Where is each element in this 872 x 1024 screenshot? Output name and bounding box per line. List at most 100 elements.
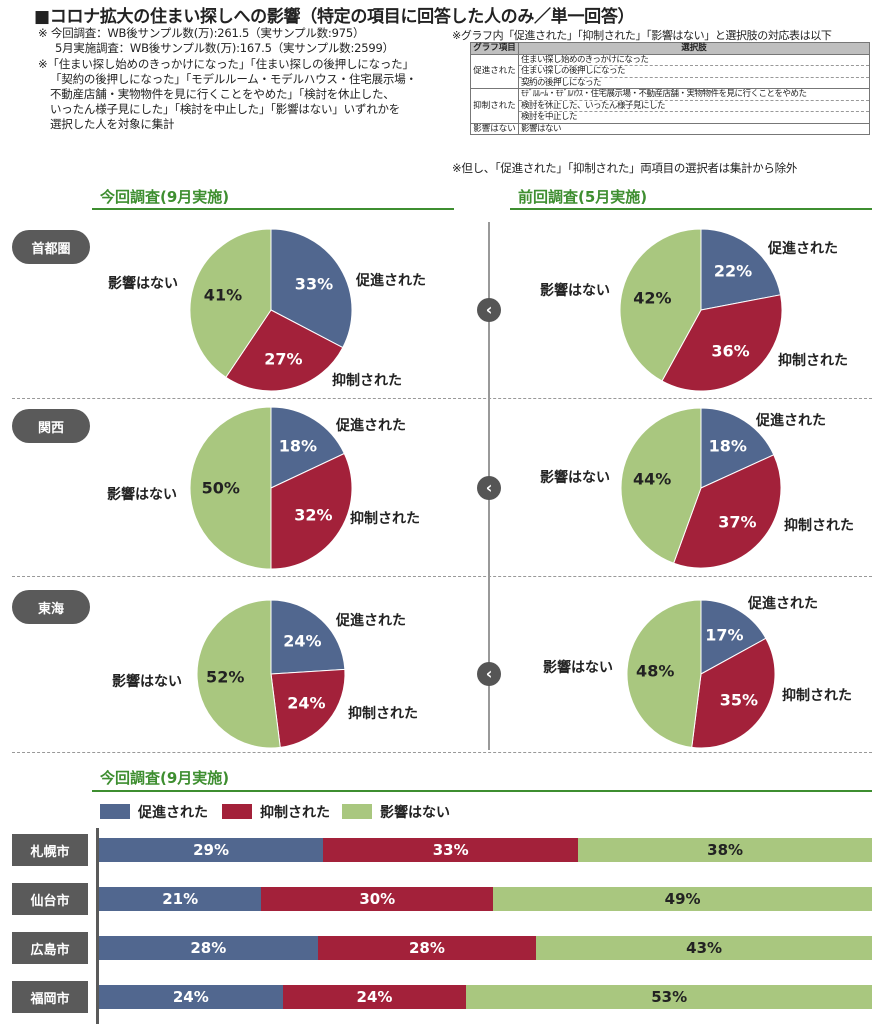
pie-category-label-suppressed: 抑制された (782, 688, 852, 704)
pie-value-label: 18% (278, 436, 318, 456)
sample-note-previous: 5月実施調査：WB後サンプル数(万):167.5（実サンプル数:2599） (55, 41, 394, 55)
pie-category-label-none: 影響はない (108, 276, 178, 292)
pie-slice-promoted (270, 599, 346, 675)
bar-segment-suppressed: 28% (317, 936, 537, 960)
pie-slice-promoted (700, 407, 775, 489)
pie-value-label: 24% (283, 631, 322, 651)
pie-value-label: 18% (708, 436, 747, 456)
row-separator (12, 752, 872, 753)
target-note-line-1: ※「住まい探し始めのきっかけになった」「住まい探しの後押しになった」 (38, 57, 414, 71)
pie-category-label-suppressed: 抑制された (332, 373, 402, 389)
pie-value-label: 48% (636, 661, 675, 681)
pie-slice-promoted (270, 228, 353, 349)
bar-segment-promoted: 29% (99, 838, 324, 862)
pie-value-label: 41% (203, 285, 243, 305)
pie-category-label-promoted: 促進された (768, 241, 838, 257)
pie-value-label: 44% (632, 469, 672, 489)
correspondence-table: グラフ項目 選択肢 促進された 住まい探し始めのきっかけになった 住まい探しの後押し… (470, 42, 870, 135)
pie-slice-none (196, 599, 281, 749)
pie-category-label-suppressed: 抑制された (350, 511, 420, 527)
pie-category-label-none: 影響はない (540, 470, 610, 486)
bar-category-label: 仙台市 (12, 883, 88, 915)
target-note-line-2: 「契約の後押しになった」「モデルルーム・モデルハウス・住宅展示場・ (50, 72, 417, 86)
pie-chart (189, 228, 353, 392)
chevron-left-icon: ‹ (477, 662, 501, 686)
bar-category-label: 広島市 (12, 932, 88, 964)
pie-slice-suppressed (691, 637, 776, 749)
pie-slice-none (620, 407, 702, 564)
pie-slice-none (626, 599, 702, 748)
pie-value-label: 42% (633, 288, 672, 307)
table-header-graph-item: グラフ項目 (470, 42, 519, 55)
bar-segment-none: 43% (536, 936, 872, 960)
section-title-bottom: 今回調査(9月実施) (100, 769, 230, 787)
pie-category-label-none: 影響はない (543, 660, 613, 676)
table-option-cell: 影響はない (518, 123, 870, 135)
pie-slice-suppressed (661, 294, 783, 392)
bar-segment-none: 49% (493, 887, 872, 911)
bar-row: 29% 33% 38% (99, 838, 872, 862)
bar-segment-promoted: 21% (99, 887, 262, 911)
section-title-previous: 前回調査(5月実施) (518, 188, 648, 206)
pie-value-label: 52% (206, 667, 245, 687)
table-category-cell: 影響はない (470, 123, 519, 135)
pie-value-label: 24% (287, 693, 326, 713)
pie-category-label-promoted: 促進された (336, 418, 406, 434)
table-option-cell: 住まい探し始めのきっかけになった (518, 54, 870, 66)
table-option-cell: 住まい探しの後押しになった (518, 65, 870, 78)
pie-slice-promoted (700, 228, 782, 311)
pie-slice-suppressed (270, 668, 346, 748)
table-option-cell: ﾓﾃﾞﾙﾙｰﾑ・ﾓﾃﾞﾙﾊｳｽ・住宅展示場・不動産店舗・実物物件を見に行くことを… (518, 88, 870, 101)
table-category-cell: 抑制された (470, 88, 519, 124)
chevron-left-icon: ‹ (477, 298, 501, 322)
pie-value-label: 33% (294, 274, 334, 294)
sample-note-current: ※ 今回調査：WB後サンプル数(万):261.5（実サンプル数:975） (38, 26, 365, 40)
legend-swatch-suppressed (222, 804, 252, 819)
pie-category-label-none: 影響はない (112, 674, 182, 690)
pie-slice-none (189, 406, 272, 570)
table-header-option: 選択肢 (518, 42, 870, 55)
bar-segment-promoted: 24% (99, 985, 283, 1009)
pie-value-label: 37% (718, 512, 757, 532)
bar-category-label: 福岡市 (12, 981, 88, 1013)
target-note-line-3: 不動産店舗・実物物件を見に行くことをやめた」「検討を休止した、 (50, 87, 395, 101)
pie-value-label: 27% (264, 349, 303, 369)
legend-label-none: 影響はない (380, 805, 450, 821)
section-underline-bottom (92, 790, 872, 792)
pie-chart (196, 599, 346, 749)
pie-chart (189, 406, 353, 570)
page-title: ■コロナ拡大の住まい探しへの影響（特定の項目に回答した人のみ／単一回答） (34, 7, 635, 27)
chevron-left-icon: ‹ (477, 476, 501, 500)
pie-slice-promoted (700, 599, 767, 675)
bar-row: 24% 24% 53% (99, 985, 872, 1009)
pie-slice-none (619, 228, 702, 382)
row-separator (12, 398, 872, 399)
pie-slice-suppressed (270, 452, 353, 570)
pie-category-label-promoted: 促進された (756, 413, 826, 429)
region-badge: 東海 (12, 590, 90, 624)
target-note-line-5: 選択した人を対象に集計 (50, 117, 175, 131)
pie-category-label-suppressed: 抑制された (778, 353, 848, 369)
pie-slice-suppressed (225, 309, 344, 392)
pie-category-label-none: 影響はない (540, 283, 610, 299)
legend-label-promoted: 促進された (138, 805, 208, 821)
pie-chart (620, 407, 782, 569)
legend-swatch-none (342, 804, 372, 819)
bar-segment-promoted: 28% (99, 936, 318, 960)
pie-value-label: 17% (705, 625, 744, 644)
row-separator (12, 576, 872, 577)
bar-row: 28% 28% 43% (99, 936, 872, 960)
pie-value-label: 35% (719, 690, 759, 710)
pie-slice-suppressed (672, 454, 782, 569)
pie-category-label-suppressed: 抑制された (348, 706, 418, 722)
pie-chart (626, 599, 776, 749)
pie-value-label: 22% (713, 261, 753, 281)
target-note-line-4: いったん様子見にした」「検討を中止した」「影響はない」いずれかを (50, 102, 401, 116)
section-underline-current (92, 208, 454, 210)
pie-value-label: 32% (294, 505, 333, 525)
table-option-cell: 検討を休止した、いったん様子見にした (518, 100, 870, 112)
legend-label-suppressed: 抑制された (260, 805, 330, 821)
exclusion-note: ※但し、「促進された」「抑制された」両項目の選択者は集計から除外 (452, 161, 798, 175)
pie-category-label-promoted: 促進された (336, 613, 406, 629)
pie-category-label-promoted: 促進された (356, 273, 426, 289)
